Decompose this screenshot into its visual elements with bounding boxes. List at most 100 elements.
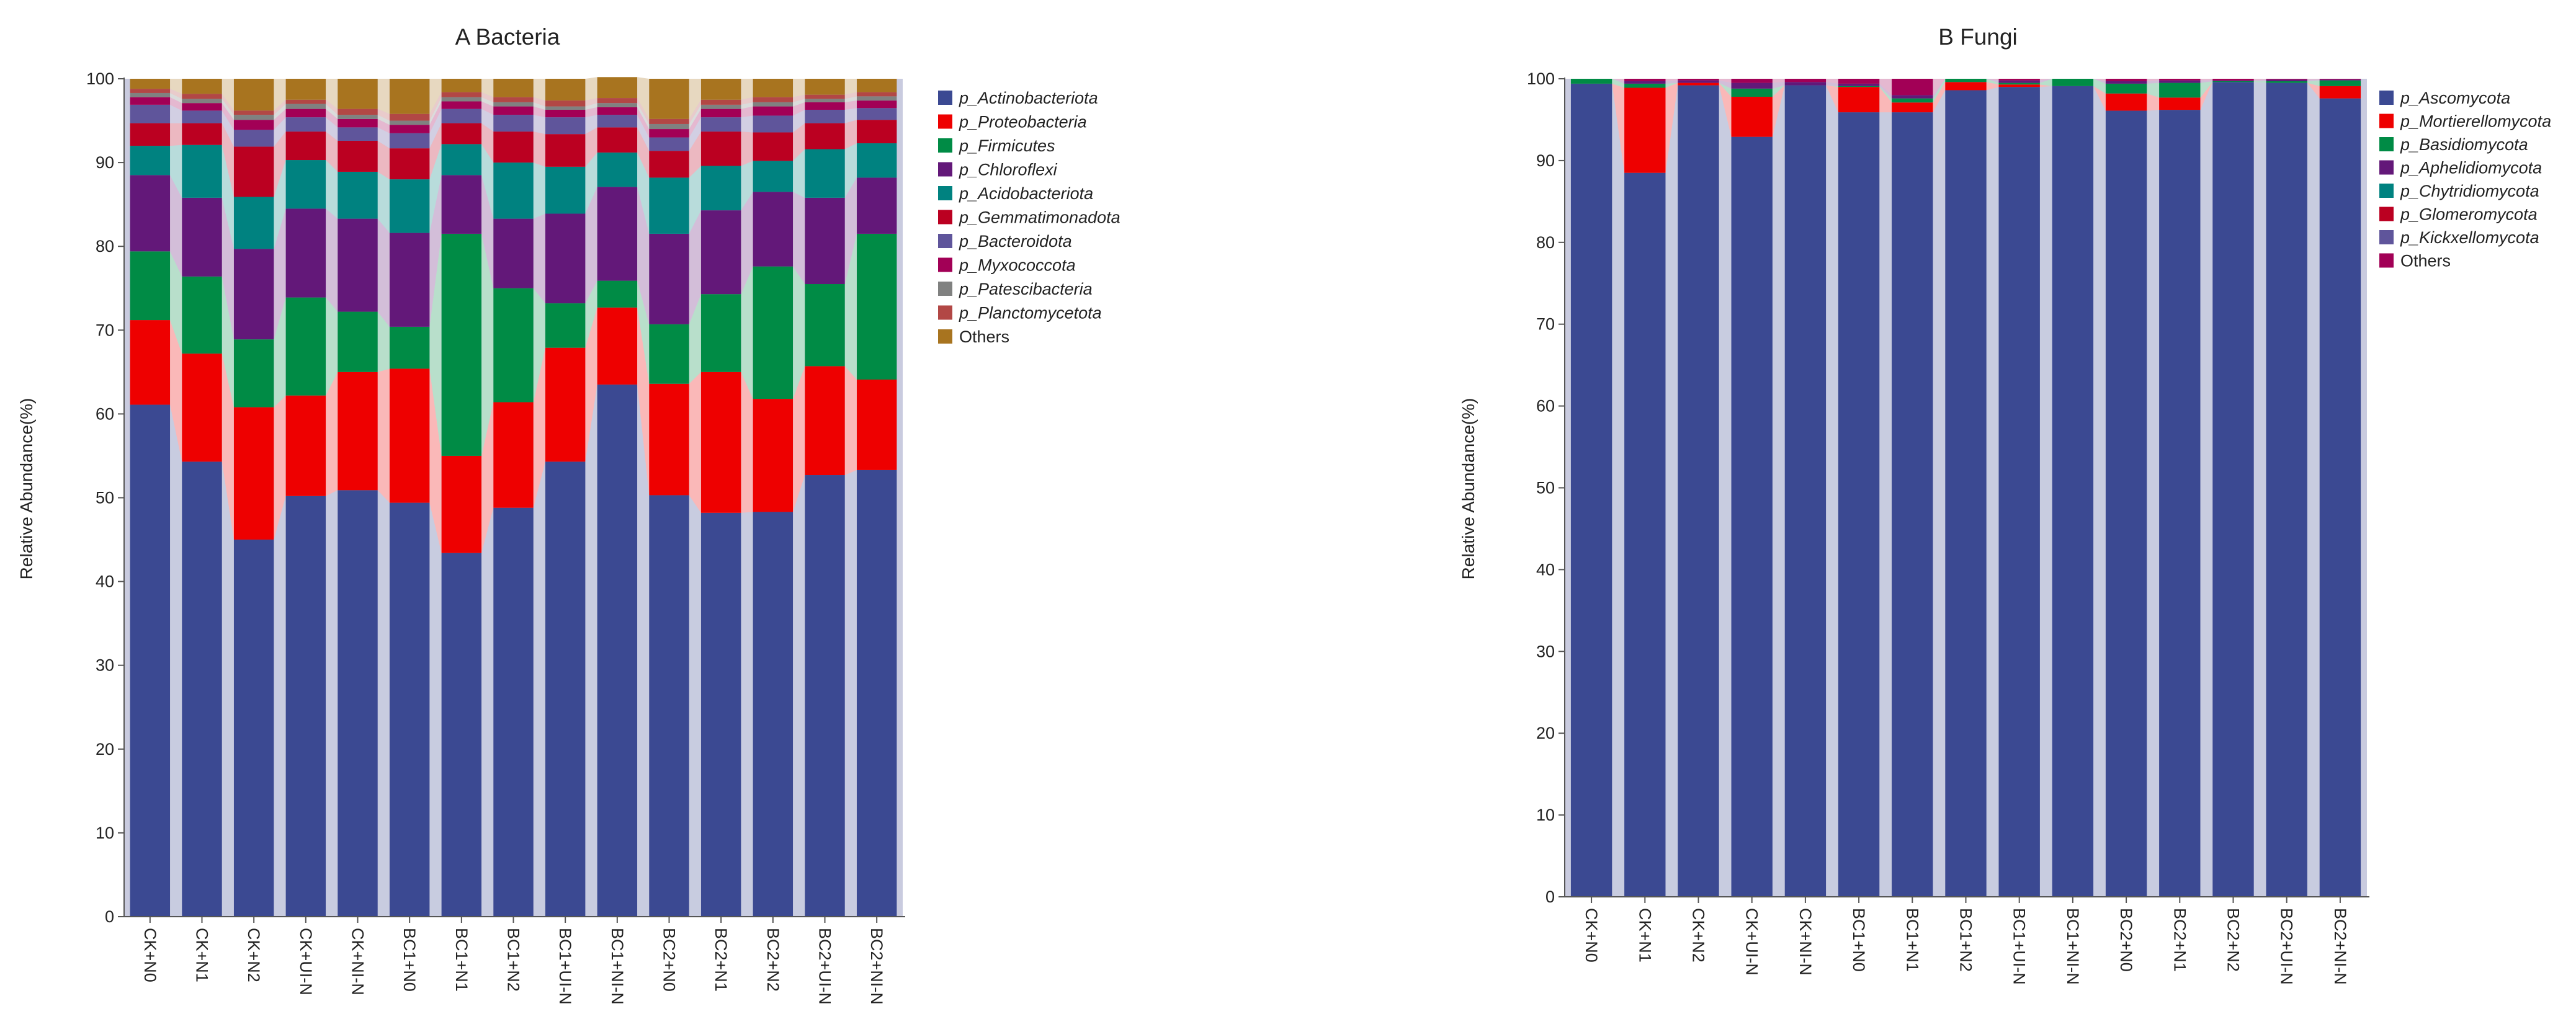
bar-segment-p-planctomycetota: [545, 100, 586, 107]
x-tick-label: BC1+N0: [400, 928, 419, 992]
bar-segment-p-chloroflexi: [182, 197, 222, 277]
bar-segment-p-chloroflexi: [700, 210, 741, 295]
flow-band: [221, 103, 234, 130]
y-tick-label: 60: [96, 404, 114, 423]
legend-swatch: [2379, 160, 2394, 175]
flow-band: [689, 495, 701, 917]
flow-band: [793, 266, 805, 399]
x-tick-label: BC1+NI-N: [608, 928, 627, 1005]
legend-swatch: [2379, 207, 2394, 221]
bar-segment-p-proteobacteria: [545, 347, 586, 462]
bar-segment-p-firmicutes: [493, 288, 534, 403]
flow-band: [1665, 82, 1678, 173]
bar-segment-p-basidiomycota: [1892, 98, 1933, 103]
bar-segment-p-patescibacteria: [597, 103, 638, 107]
flow-band: [274, 131, 286, 197]
flow-band: [1772, 79, 1785, 83]
bar-segment-others: [182, 79, 222, 94]
bar-segment-p-patescibacteria: [233, 115, 274, 120]
bar-segment-others: [1892, 79, 1933, 96]
axes-layer: 0 10 20 30 40 50 60 70 80 90 100 CK+N0 CK+N1 CK+N2 CK+…: [86, 69, 905, 1005]
bar-segment-p-ascomycota: [2052, 86, 2094, 897]
bar-segment-p-ascomycota: [2266, 82, 2307, 897]
flow-band: [377, 140, 390, 180]
bar-segment-p-chloroflexi: [649, 233, 689, 324]
chart-title: A Bacteria: [455, 24, 560, 50]
legend-label: p_Firmicutes: [959, 136, 1055, 155]
flow-band: [2253, 79, 2266, 81]
flow-band: [1826, 85, 1838, 87]
legend-label: p_Mortierellomycota: [2400, 112, 2551, 131]
bar-segment-p-aphelidiomycota: [2266, 79, 2307, 81]
flow-band: [1665, 79, 1678, 81]
bar-segment-p-proteobacteria: [389, 368, 430, 503]
bar-segment-p-chloroflexi: [441, 175, 482, 234]
bars-layer: [1570, 79, 2361, 897]
bar-segment-p-basidiomycota: [2266, 81, 2307, 83]
flow-band: [377, 79, 390, 114]
flow-band: [481, 92, 494, 102]
y-tick-label: 0: [105, 907, 114, 926]
bar-segment-p-actinobacteriota: [545, 461, 586, 917]
y-tick-label: 80: [96, 237, 114, 256]
legend-swatch: [938, 91, 952, 105]
y-tick-label: 40: [1536, 560, 1555, 579]
bar-segment-p-bacteroidota: [130, 104, 171, 123]
bar-segment-p-myxococcota: [233, 120, 274, 130]
bar-segment-p-firmicutes: [285, 297, 326, 396]
bar-segment-p-planctomycetota: [856, 92, 897, 97]
flow-band: [2093, 79, 2106, 81]
flow-band: [533, 115, 545, 135]
flow-band: [585, 152, 597, 214]
bar-segment-p-myxococcota: [493, 106, 534, 115]
flow-band: [1986, 79, 1999, 81]
bar-segment-p-gemmatimonadota: [753, 132, 794, 161]
y-tick-label: 10: [1536, 806, 1555, 824]
bar-segment-p-bacteroidota: [338, 127, 378, 141]
legend-swatch: [2379, 137, 2394, 151]
flow-band: [326, 490, 338, 917]
flow-band: [1826, 82, 1838, 86]
bar-segment-others: [649, 79, 689, 119]
flow-band: [533, 102, 545, 110]
flow-band: [1826, 79, 1838, 84]
bar-segment-p-gemmatimonadota: [649, 151, 689, 178]
flow-band: [844, 120, 857, 149]
bar-segment-p-actinobacteriota: [805, 475, 845, 917]
bar-segment-p-chloroflexi: [597, 187, 638, 281]
flow-band: [377, 127, 390, 149]
flow-band: [1719, 85, 1732, 897]
bar-segment-p-aphelidiomycota: [1731, 82, 1773, 89]
x-tick-label: CK+UI-N: [1743, 908, 1761, 976]
flow-band: [793, 149, 805, 198]
flow-band: [1879, 112, 1892, 897]
flow-band: [274, 496, 286, 917]
bar-segment-p-proteobacteria: [700, 372, 741, 513]
bar-segment-p-mortierellomycota: [1678, 82, 1719, 86]
flow-band: [2253, 79, 2266, 81]
bar-segment-p-bacteroidota: [285, 117, 326, 132]
flow-band: [793, 123, 805, 161]
x-tick-label: BC2+UI-N: [816, 928, 834, 1005]
bar-segment-p-gemmatimonadota: [597, 127, 638, 153]
bar-segment-p-gemmatimonadota: [493, 131, 534, 163]
flow-band: [1665, 85, 1678, 897]
bar-segment-others: [805, 79, 845, 95]
flow-band: [585, 307, 597, 462]
flow-band: [481, 233, 494, 456]
x-tick-label: CK+NI-N: [349, 928, 367, 995]
legend-label: Others: [2400, 252, 2451, 270]
y-tick-label: 70: [96, 321, 114, 339]
bar-segment-p-actinobacteriota: [338, 490, 378, 917]
flow-band: [429, 109, 442, 149]
bar-segment-p-bacteroidota: [233, 130, 274, 147]
flow-band: [429, 502, 442, 917]
bar-segment-p-gemmatimonadota: [805, 123, 845, 149]
bar-segment-p-firmicutes: [182, 276, 222, 354]
flow-band: [844, 108, 857, 123]
bar-segment-p-firmicutes: [389, 326, 430, 369]
flow-band: [1719, 82, 1732, 137]
flow-band: [1719, 82, 1732, 97]
x-tick-label: BC2+NI-N: [867, 928, 886, 1005]
bar-segment-p-patescibacteria: [649, 123, 689, 130]
